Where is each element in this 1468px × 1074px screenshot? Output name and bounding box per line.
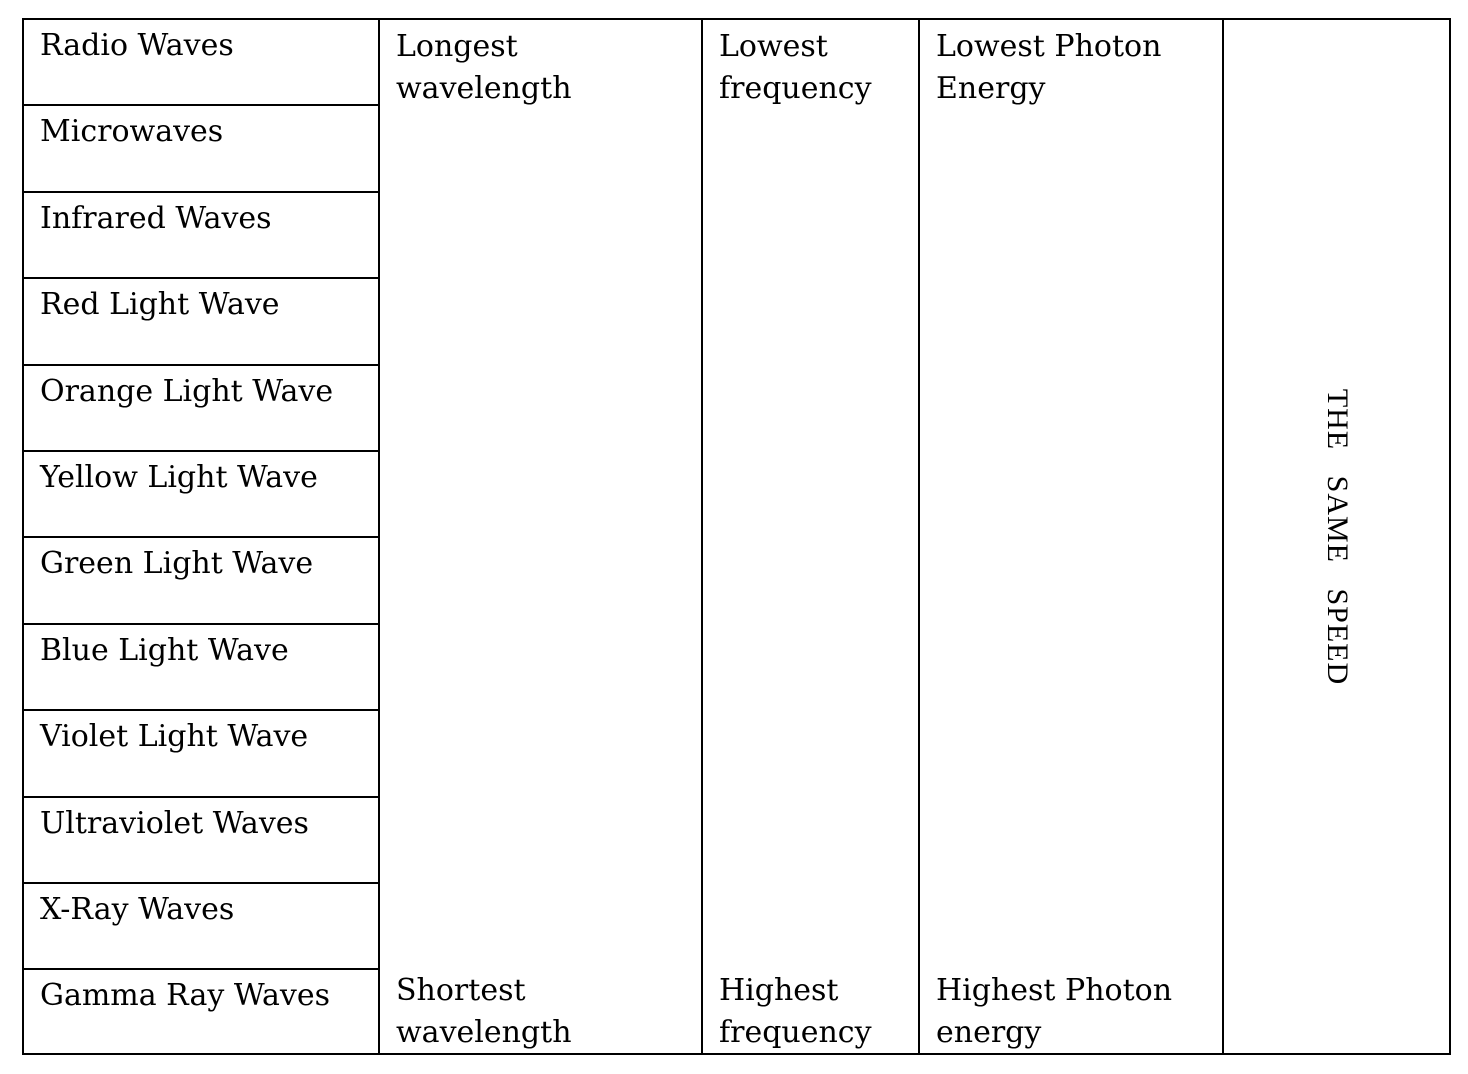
speed-column: THE SAME SPEED <box>1224 20 1449 1053</box>
wave-type-cell: Red Light Wave <box>24 279 378 366</box>
frequency-top-label: Lowest frequency <box>719 29 872 106</box>
wave-type-cell: Infrared Waves <box>24 193 378 280</box>
wave-type-cell: Gamma Ray Waves <box>40 978 331 1014</box>
frequency-column: Lowest frequency Highest frequency <box>703 20 920 1053</box>
wave-type-cell: Microwaves <box>24 106 378 193</box>
frequency-bottom-label: Highest frequency <box>719 973 872 1050</box>
same-speed-label: THE SAME SPEED <box>1320 388 1354 685</box>
energy-top-label: Lowest Photon Energy <box>936 29 1162 106</box>
photon-energy-column: Lowest Photon Energy Highest Photon ener… <box>920 20 1224 1053</box>
wave-type-cell: X-Ray Waves <box>24 884 378 971</box>
wave-type-cell: Ultraviolet Waves <box>24 798 378 884</box>
wave-type-cell: Violet Light Wave <box>24 711 378 798</box>
energy-bottom-label: Highest Photon energy <box>936 973 1173 1050</box>
wavelength-column: Longest wavelength Shortest wavelength <box>380 20 703 1053</box>
wave-type-cell: Green Light Wave <box>24 538 378 625</box>
spectrum-table: Radio Waves Microwaves Infrared Waves Re… <box>22 18 1451 1055</box>
wave-type-cell: Yellow Light Wave <box>24 452 378 539</box>
wavelength-top-label: Longest wavelength <box>396 29 572 106</box>
wave-type-cell: Radio Waves <box>24 20 378 107</box>
wave-types-column: Radio Waves Microwaves Infrared Waves Re… <box>24 20 380 1053</box>
wavelength-bottom-label: Shortest wavelength <box>396 973 572 1050</box>
wave-type-cell: Orange Light Wave <box>24 366 378 452</box>
wave-type-cell: Blue Light Wave <box>24 625 378 712</box>
